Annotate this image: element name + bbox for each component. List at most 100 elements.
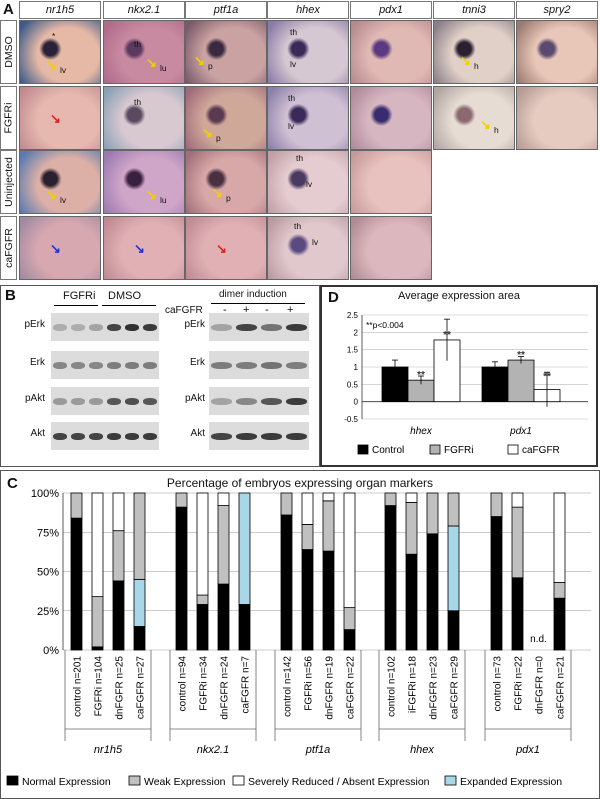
bar-segment-absent (196, 492, 209, 596)
arrow-icon: ↘ (146, 187, 157, 202)
annotation-th: th (134, 97, 142, 107)
blot-strip (209, 387, 309, 415)
bar-label: caFGFR n=29 (450, 656, 461, 720)
bar-label: iFGFRi n=18 (408, 656, 419, 713)
annotation-lv: lv (288, 121, 295, 131)
annotation-th: th (294, 221, 302, 231)
bar-segment-weak (133, 492, 146, 580)
bar-label: FGFRi n=56 (304, 656, 315, 711)
group-gene-label: nr1h5 (94, 744, 123, 756)
blot-band (107, 324, 121, 331)
blot-band (236, 398, 257, 405)
bar-segment-absent (217, 492, 230, 506)
bar-segment-weak (217, 505, 230, 585)
bar-segment-normal (405, 553, 418, 651)
panel-b-letter: B (5, 287, 16, 304)
arrow-icon: ↘ (134, 241, 145, 256)
panel-d-bar-chart: D Average expression area -0.5 0 0.5 1 1.5 2 2… (320, 285, 598, 467)
blot-band (143, 324, 157, 331)
bar-segment-weak (301, 524, 314, 550)
blot-label-left-akt: Akt (30, 428, 45, 439)
annotation-th: th (296, 153, 304, 163)
bar-segment-weak (426, 492, 439, 535)
significance-stars: ** (443, 330, 451, 341)
blot-band (211, 362, 232, 369)
blot-band (71, 398, 85, 405)
blot-sign-4: + (287, 304, 294, 316)
group-gene-label: hhex (410, 744, 434, 756)
expression-area-chart: -0.5 0 0.5 1 1.5 2 2.5 **p<0.004 ** ** ** ** hhex pdx… (344, 311, 588, 456)
bar-segment-normal (511, 577, 524, 651)
y-tick-label: 1.5 (347, 346, 359, 355)
bar-label: FGFRi n=104 (94, 656, 105, 717)
legend-swatch (232, 775, 245, 786)
blot-band (286, 324, 307, 331)
legend-label: caFGFR (522, 445, 560, 456)
bar-control (481, 366, 509, 403)
gene-header-ptf1a: ptf1a (185, 1, 267, 19)
y-tick-label: 1 (354, 363, 359, 372)
group-gene-label: nkx2.1 (197, 744, 229, 756)
bar-segment-weak (553, 582, 566, 599)
blot-band (89, 324, 103, 331)
image-cell-uninjected-hhex: th lv (267, 150, 349, 214)
bar-label: dnFGFR n=25 (115, 656, 126, 720)
blot-band (89, 362, 103, 369)
image-cell-cafgfr-hhex: th lv (267, 216, 349, 280)
annotation-p: p (208, 61, 213, 71)
blot-band (236, 362, 257, 369)
bar-segment-absent (301, 492, 314, 525)
bar-label: FGFRi n=34 (199, 656, 210, 711)
row-label-cafgfr: caFGFR (0, 216, 17, 280)
bar-segment-absent (343, 492, 356, 609)
group-gene-label: pdx1 (515, 744, 540, 756)
annotation-p: p (216, 133, 221, 143)
annotation-lu: lu (160, 195, 167, 205)
arrow-icon: ↘ (146, 55, 157, 70)
bar-segment-normal (280, 514, 293, 651)
arrow-icon: ↘ (46, 187, 57, 202)
legend-swatch (507, 444, 519, 455)
blot-band (286, 433, 307, 440)
significance-stars: ** (517, 350, 525, 361)
image-cell-fgfri-pdx1 (350, 86, 432, 150)
gene-header-spry2: spry2 (516, 1, 598, 19)
group-gene-label: ptf1a (305, 744, 330, 756)
image-cell-cafgfr-nkx2-1: ↘ (103, 216, 185, 280)
arrow-icon: ↘ (216, 241, 227, 256)
legend-swatch (6, 775, 19, 786)
bar-label: caFGFR n=22 (346, 656, 357, 720)
blot-band (211, 324, 232, 331)
bar-segment-absent (511, 492, 524, 508)
bar-segment-weak (343, 607, 356, 630)
bar-segment-absent (405, 492, 418, 503)
blot-strip (51, 313, 159, 341)
image-cell-cafgfr-ptf1a: ↘ (185, 216, 267, 280)
bar-segment-weak (490, 492, 503, 517)
bar-segment-normal (426, 533, 439, 651)
panel-b-western-blots: B FGFRi DMSO dimer induction caFGFR - + … (0, 285, 320, 467)
panel-a-letter: A (3, 1, 14, 18)
bar-segment-weak (70, 492, 83, 519)
bar-label: control n=73 (493, 656, 504, 712)
blot-band (53, 362, 67, 369)
image-cell-cafgfr-pdx1 (350, 216, 432, 280)
bar-segment-normal (217, 583, 230, 651)
organ-marker-chart: 0% 25% 50% 75% 100% control n=201 FGFRi n=104 d… (6, 488, 591, 788)
annotation-lv: lv (312, 237, 319, 247)
bar-segment-weak (447, 492, 460, 527)
y-tick-label: 0 (354, 398, 359, 407)
image-cell-fgfri-nr1h5: ↘ (19, 86, 101, 150)
blot-band (107, 398, 121, 405)
blot-band (125, 398, 139, 405)
legend-label: Control (372, 445, 404, 456)
image-cell-dmso-spry2 (516, 20, 598, 84)
blot-band (286, 398, 307, 405)
blot-band (143, 362, 157, 369)
bar-label: control n=94 (178, 656, 189, 712)
image-cell-uninjected-ptf1a: p ↘ (185, 150, 267, 214)
not-determined-label: n.d. (530, 634, 547, 645)
bar-fgfri (507, 359, 535, 403)
blot-band (143, 433, 157, 440)
blot-band (261, 398, 282, 405)
